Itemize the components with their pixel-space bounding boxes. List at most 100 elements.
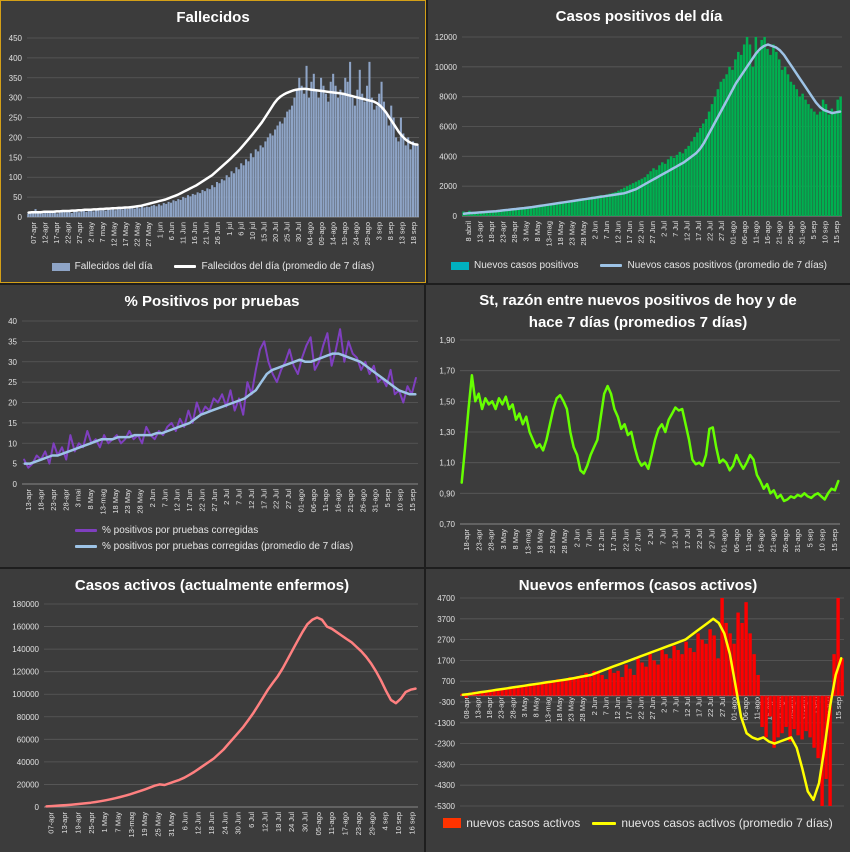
x-tick-label: 28-apr [61,489,70,511]
bar [407,137,410,217]
x-tick-label: 23-apr [474,529,483,551]
bar [547,204,550,216]
x-tick-label: 12 Jul [671,529,680,549]
bar [756,674,760,696]
bar [320,77,323,218]
bar [576,199,579,216]
bar [637,180,641,216]
bar [666,159,670,216]
bar [107,209,110,217]
bar [70,213,73,217]
bar [259,145,262,217]
y-tick-label: 100000 [12,690,39,699]
x-tick-label: 17 Jul [694,221,703,241]
bar [162,203,165,217]
bar [664,654,668,696]
bar [488,689,492,696]
bar [792,84,796,216]
bar [245,159,248,217]
bar [274,129,277,217]
x-tick-label: 2 Jun [590,221,599,239]
x-tick-label: 18 May [111,489,120,514]
bar [416,145,419,217]
bar [658,165,661,216]
bar [124,207,127,217]
bar [712,635,716,696]
x-tick-label: 31-ago [793,529,802,552]
y-tick-label: 4000 [439,152,457,161]
y-tick-label: 5 [13,460,18,469]
x-tick-label: 16 Jun [190,222,199,245]
bar [512,687,516,696]
legend-swatch-line [174,265,197,268]
bar [760,695,764,727]
bar [636,658,640,696]
bar [261,147,265,217]
bar [278,121,281,217]
x-tick-label: 22-apr [63,222,72,244]
x-tick-label: 28-apr [508,697,517,719]
bar [716,658,720,696]
y-tick-label: 700 [442,677,456,686]
bar [693,136,696,216]
chart-legend: nuevos casos activos nuevos casos activo… [426,816,850,830]
bar [688,647,692,696]
bar [628,184,632,216]
bar [752,654,756,696]
y-tick-label: 150 [9,153,23,162]
bar [247,161,250,217]
x-tick-label: 28 May [579,221,588,246]
y-tick-label: 1,90 [439,336,455,345]
nuevos-chart: -5300 -4300 -3300 -2300 -1300 -300 700 1700 2700… [435,594,844,811]
bar [68,211,71,217]
y-tick-label: 160000 [12,623,39,632]
y-tick-label: 40 [8,317,17,326]
x-tick-label: 8 sep [386,222,395,240]
bar [798,96,801,216]
bar [225,175,228,217]
x-tick-label: 26-ago [781,529,790,552]
x-tick-label: 08-apr [462,697,471,719]
bar [508,687,512,696]
legend-label: Nuevos casos positivos [473,260,579,271]
x-tick-label: 2 Jul [660,221,669,237]
x-tick-label: 11-ago [753,697,762,720]
x-tick-label: 24 Jun [220,812,229,835]
legend-label: nuevos casos activos [466,816,581,830]
x-tick-label: 31 May [167,812,176,837]
bar [608,668,612,696]
bar [485,212,489,216]
bar [672,157,676,216]
bar [148,207,151,217]
bar [85,211,88,217]
bar [661,162,664,216]
bar [775,51,778,216]
bar [552,204,556,216]
x-tick-label: 11-ago [327,812,336,835]
panel-casos-positivos: Casos positivos del día 0 2000 4000 6000 800… [428,0,850,283]
x-tick-label: 1 May [100,812,109,833]
chart-title: Nuevos enfermos (casos activos) [518,577,758,594]
bar [138,208,141,217]
x-tick-label: 5 sep [383,489,392,507]
bar [532,206,535,216]
bar [208,189,211,217]
x-tick-label: 27 Jun [648,697,657,720]
x-tick-label: 07-apr [29,222,38,244]
x-tick-label: 12 Jul [683,697,692,717]
bar [596,195,600,216]
bar [353,105,356,217]
x-tick-label: 22 Jun [636,221,645,244]
y-tick-label: -4300 [435,781,456,790]
x-tick-label: 13-mag [543,697,552,722]
x-tick-label: 04-ago [305,222,314,245]
x-tick-label: 26-ago [786,221,795,244]
bar [544,681,548,696]
bar [32,211,35,217]
bar [640,662,644,696]
x-tick-label: 2 Jun [572,529,581,547]
x-tick-label: 23-ago [354,812,363,835]
bar [737,51,740,216]
chart-legend: % positivos por pruebas corregidas % pos… [0,525,424,552]
bar [230,171,233,217]
